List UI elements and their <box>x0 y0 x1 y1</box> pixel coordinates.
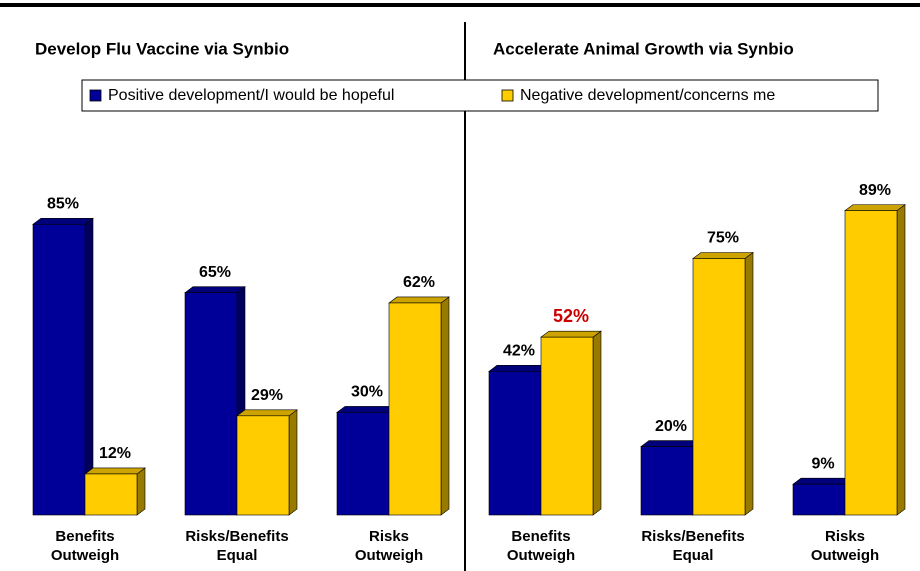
bar-front <box>184 292 238 516</box>
value-label: 85% <box>47 196 79 213</box>
value-label: 65% <box>199 264 231 281</box>
legend-label: Positive development/I would be hopeful <box>108 87 394 104</box>
bar <box>336 405 398 516</box>
category-label: Outweigh <box>811 547 879 564</box>
value-label: 42% <box>503 343 535 360</box>
bar-front <box>792 483 846 516</box>
bar-front <box>540 336 594 516</box>
legend-swatch <box>89 89 102 102</box>
bar-top <box>32 218 94 225</box>
bar-top <box>184 286 246 294</box>
category-label: Equal <box>673 547 714 564</box>
category-label: Benefits <box>511 528 570 545</box>
bar-top <box>640 440 702 447</box>
value-label: 75% <box>707 230 739 247</box>
bar-front <box>388 302 442 516</box>
bar <box>236 409 298 516</box>
bar-front <box>32 224 86 516</box>
bar <box>84 467 146 516</box>
bar <box>488 364 550 516</box>
bar-top <box>388 296 450 304</box>
value-label: 62% <box>403 274 435 291</box>
bar-side <box>896 204 906 516</box>
bar <box>640 440 702 516</box>
bar-side <box>288 409 298 516</box>
category-label: Outweigh <box>507 547 575 564</box>
bar-front <box>488 371 542 516</box>
value-label: 52% <box>553 306 589 326</box>
bar <box>184 286 246 516</box>
category-label: Risks/Benefits <box>185 528 288 545</box>
category-label: Outweigh <box>355 547 423 564</box>
legend <box>81 79 879 112</box>
bar <box>388 296 450 516</box>
bar-side <box>744 251 754 516</box>
bar <box>692 251 754 516</box>
value-label: 9% <box>811 455 834 472</box>
legend-label: Negative development/concerns me <box>520 87 775 104</box>
chart-title: Develop Flu Vaccine via Synbio <box>35 39 289 58</box>
bar-side <box>592 330 602 516</box>
legend-swatch <box>501 89 514 102</box>
value-label: 12% <box>99 445 131 462</box>
bar-top <box>84 467 146 475</box>
bar-side <box>136 467 146 516</box>
category-label: Risks <box>825 528 865 545</box>
bar <box>844 204 906 516</box>
bar-front <box>84 473 138 516</box>
bar-top <box>540 330 602 338</box>
bar-top <box>844 204 906 211</box>
bar-top <box>236 409 298 417</box>
value-label: 89% <box>859 182 891 199</box>
bar-front <box>640 446 694 516</box>
bar-top <box>692 252 754 259</box>
top-rule <box>0 3 920 7</box>
bar-front <box>336 412 390 516</box>
bar-side <box>440 296 450 516</box>
bar-front <box>692 258 746 516</box>
bar-front <box>844 210 898 516</box>
chart-title: Accelerate Animal Growth via Synbio <box>493 39 794 58</box>
value-label: 29% <box>251 387 283 404</box>
plot: 85% 12% Benefits Outweigh 65% 29% Risks/Benefi… <box>32 182 906 564</box>
legend-items: Positive development/I would be hopeful N… <box>89 87 775 104</box>
category-label: Risks/Benefits <box>641 528 744 545</box>
value-label: 20% <box>655 418 687 435</box>
bar <box>540 330 602 516</box>
bar-front <box>236 415 290 516</box>
category-label: Benefits <box>55 528 114 545</box>
bar-top <box>336 406 398 413</box>
bar-top <box>488 365 550 372</box>
category-label: Outweigh <box>51 547 119 564</box>
category-label: Equal <box>217 547 258 564</box>
bar <box>32 217 94 516</box>
bar-top <box>792 477 854 485</box>
bar <box>792 477 854 516</box>
value-label: 30% <box>351 384 383 401</box>
category-label: Risks <box>369 528 409 545</box>
